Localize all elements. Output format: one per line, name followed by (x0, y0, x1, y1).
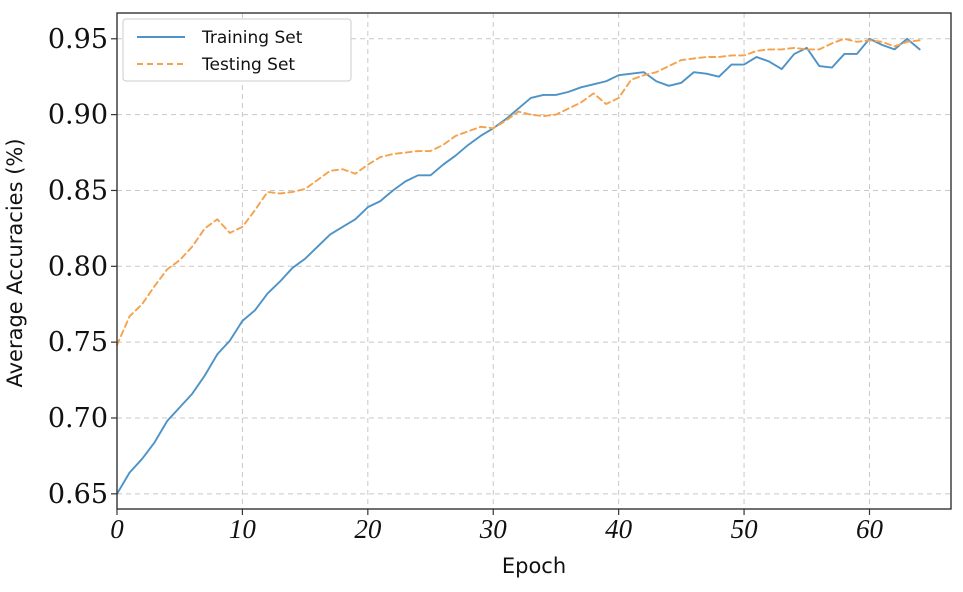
legend-label-training-set: Training Set (201, 28, 303, 48)
x-tick-label: 10 (229, 514, 257, 544)
y-tick-label: 0.65 (48, 479, 108, 510)
legend: Training Set Testing Set (122, 18, 352, 82)
x-axis-label: Epoch (502, 554, 566, 578)
legend-label-testing-set: Testing Set (201, 55, 295, 75)
y-tick-label: 0.70 (48, 403, 108, 434)
x-tick-label: 0 (110, 514, 124, 544)
series-line-testing-set (116, 37, 921, 347)
x-tick-label: 60 (856, 514, 884, 544)
y-tick-label: 0.85 (48, 175, 108, 206)
series-layer (116, 37, 921, 495)
series-line-training-set (116, 37, 921, 495)
y-axis-label: Average Accuracies (%) (3, 138, 27, 387)
y-tick-label: 0.95 (48, 24, 108, 55)
y-tick-label: 0.80 (48, 251, 108, 282)
legend-box (122, 18, 352, 82)
axis-ticks (111, 38, 871, 515)
x-tick-label: 20 (354, 514, 382, 544)
x-tick-label: 30 (479, 514, 508, 544)
x-tick-label: 40 (605, 514, 633, 544)
x-tick-label: 50 (731, 514, 759, 544)
y-tick-label: 0.90 (48, 100, 108, 131)
axis-tick-labels: 0 10 20 30 40 50 60 0.65 0.70 0.75 0.80 0.85 0.90 0.9… (48, 24, 884, 544)
y-tick-label: 0.75 (48, 327, 108, 358)
plot-area-frame (116, 12, 952, 510)
